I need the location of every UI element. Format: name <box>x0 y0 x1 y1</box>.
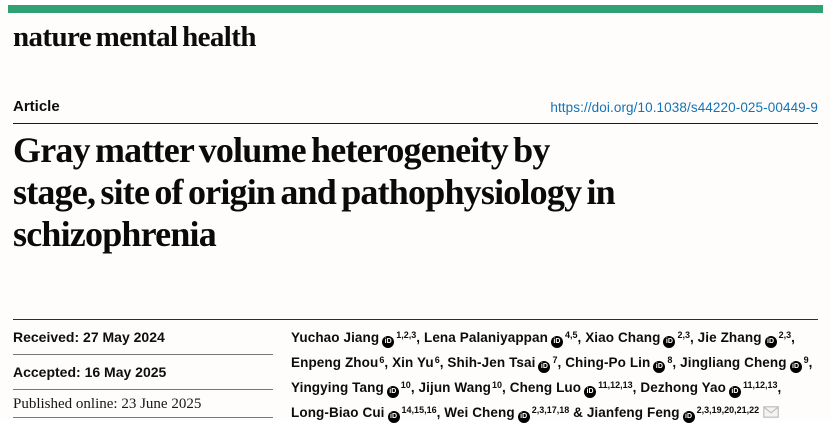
author-affiliation-sup: 8 <box>667 354 673 365</box>
author-separator: , <box>439 355 448 370</box>
paper-title-line: stage, site of origin and pathophysiolog… <box>13 172 616 212</box>
author-separator: , <box>502 380 510 395</box>
accepted-date: Accepted: 16 May 2025 <box>13 355 273 390</box>
author-separator: , <box>777 380 782 395</box>
published-date: Published online: 23 June 2025 <box>13 390 273 418</box>
author-affiliation-sup: 7 <box>552 354 558 365</box>
paper-title-line: schizophrenia <box>13 214 217 254</box>
orcid-icon[interactable]: iD <box>729 385 741 398</box>
doi-link[interactable]: https://doi.org/10.1038/s44220-025-00449… <box>550 100 818 115</box>
orcid-icon[interactable]: iD <box>789 360 802 373</box>
author-separator: , <box>672 355 681 370</box>
orcid-icon[interactable]: iD <box>682 410 695 423</box>
paper-title-line: Gray matter volume heterogeneity by <box>13 130 550 170</box>
author-separator: , <box>632 380 641 395</box>
author-name: Dezhong Yao <box>640 380 726 395</box>
author-affiliation-sup: 10 <box>492 379 503 390</box>
author-separator: , <box>416 330 424 345</box>
journal-title: nature mental health <box>13 21 256 53</box>
author-affiliation-sup: 2,3,19,20,21,22 <box>696 404 760 415</box>
author-name: Wei Cheng <box>444 405 515 420</box>
author-line: Yuchao Jiang iD1,2,3, Lena Palaniyappan iD… <box>291 326 818 351</box>
author-affiliation-sup: 11,12,13 <box>743 379 778 390</box>
author-line: Enpeng Zhou6, Xin Yu6, Shih-Jen Tsai iD7,… <box>291 351 818 376</box>
author-name: Jijun Wang <box>418 380 492 395</box>
author-affiliation-sup: 10 <box>400 379 411 390</box>
author-separator: , <box>808 355 813 370</box>
author-separator: , <box>689 330 698 345</box>
author-affiliation-sup: 1,2,3 <box>396 329 417 340</box>
author-name: Yingying Tang <box>291 380 384 395</box>
author-line: Yingying Tang iD10, Jijun Wang10, Cheng L… <box>291 376 818 401</box>
author-separator: , <box>384 355 393 370</box>
author-name: Yuchao Jiang <box>291 330 380 345</box>
orcid-icon[interactable]: iD <box>538 360 551 373</box>
orcid-icon[interactable]: iD <box>764 335 777 348</box>
author-name: Enpeng Zhou <box>291 355 379 370</box>
article-type-row: Article https://doi.org/10.1038/s44220-0… <box>13 98 818 124</box>
orcid-icon[interactable]: iD <box>550 335 563 348</box>
author-separator: , <box>557 355 566 370</box>
author-line: Long-Biao Cui iD14,15,16, Wei Cheng iD2,3,… <box>291 401 818 426</box>
author-affiliation-sup: 6 <box>379 354 385 365</box>
author-separator: , <box>791 330 795 345</box>
author-affiliation-sup: 2,3 <box>677 329 690 340</box>
author-affiliation-sup: 2,3,17,18 <box>531 404 570 415</box>
author-separator: , <box>577 330 586 345</box>
orcid-icon[interactable]: iD <box>517 410 530 423</box>
author-name: Lena Palaniyappan <box>423 330 548 345</box>
dates-authors-section: Received: 27 May 2024 Accepted: 16 May 2… <box>13 319 818 426</box>
author-name: Shih-Jen Tsai <box>447 355 536 370</box>
orcid-icon[interactable]: iD <box>382 335 395 348</box>
paper-title: Gray matter volume heterogeneity by stag… <box>13 129 818 255</box>
orcid-icon[interactable]: iD <box>387 410 400 423</box>
email-icon[interactable] <box>763 402 779 425</box>
author-separator: , <box>410 380 419 395</box>
article-type-label: Article <box>13 98 60 115</box>
orcid-icon[interactable]: iD <box>386 385 399 398</box>
author-name: Ching-Po Lin <box>565 355 651 370</box>
author-name: Cheng Luo <box>509 380 582 395</box>
author-affiliation-sup: 9 <box>803 354 809 365</box>
author-name: Jianfeng Feng <box>586 405 680 420</box>
author-name: Xin Yu <box>392 355 434 370</box>
author-affiliation-sup: 2,3 <box>778 329 792 340</box>
dates-column: Received: 27 May 2024 Accepted: 16 May 2… <box>13 320 273 426</box>
article-header-page: nature mental health Article https://doi… <box>0 5 831 423</box>
orcid-icon[interactable]: iD <box>663 335 676 348</box>
author-separator: , <box>436 405 445 420</box>
author-list: Yuchao Jiang iD1,2,3, Lena Palaniyappan iD… <box>291 320 818 426</box>
author-separator: & <box>569 405 587 420</box>
author-affiliation-sup: 11,12,13 <box>598 379 633 390</box>
author-affiliation-sup: 6 <box>434 354 440 365</box>
author-name: Xiao Chang <box>585 330 661 345</box>
orcid-icon[interactable]: iD <box>653 360 666 373</box>
journal-brand-bar <box>8 5 823 13</box>
author-name: Long-Biao Cui <box>291 405 385 420</box>
orcid-icon[interactable]: iD <box>584 385 597 398</box>
author-name: Jingliang Cheng <box>680 355 787 370</box>
author-affiliation-sup: 4,5 <box>564 329 578 340</box>
author-name: Jie Zhang <box>697 330 762 345</box>
received-date: Received: 27 May 2024 <box>13 320 273 355</box>
author-affiliation-sup: 14,15,16 <box>401 404 437 415</box>
